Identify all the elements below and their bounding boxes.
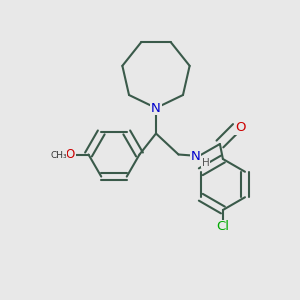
Text: O: O [235, 121, 245, 134]
Text: N: N [190, 149, 200, 163]
Text: Cl: Cl [216, 220, 230, 233]
Text: H: H [202, 158, 209, 168]
Text: O: O [66, 148, 75, 161]
Text: CH₃: CH₃ [50, 152, 67, 160]
Text: N: N [151, 101, 161, 115]
